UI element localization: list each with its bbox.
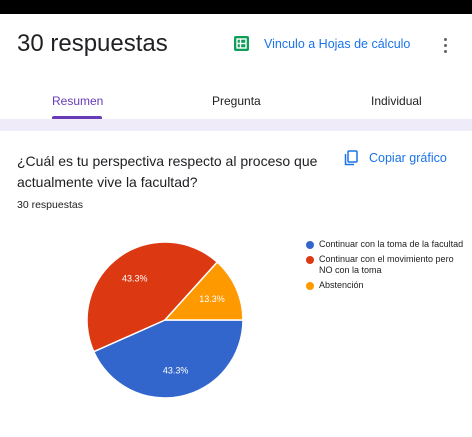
tab-individual[interactable]: Individual bbox=[371, 94, 422, 108]
sheets-link[interactable]: Vinculo a Hojas de cálculo bbox=[264, 37, 411, 51]
legend-swatch bbox=[306, 240, 314, 249]
pie-slice[interactable] bbox=[92, 319, 244, 399]
question-card: ¿Cuál es tu perspectiva respecto al proc… bbox=[0, 131, 472, 437]
legend-label: Continuar con la toma de la facultad bbox=[319, 239, 464, 249]
responses-header: 30 respuestas Vinculo a Hojas de cálculo… bbox=[0, 14, 472, 122]
more-options-icon[interactable] bbox=[441, 36, 451, 54]
slice-label: 13.3% bbox=[199, 294, 225, 304]
copy-chart-button[interactable]: Copiar gráfico bbox=[369, 151, 447, 165]
legend-label: Abstención bbox=[319, 280, 364, 290]
legend-item: Continuar con la toma de la facultad bbox=[306, 239, 466, 250]
legend-item: Abstención bbox=[306, 280, 466, 291]
sheets-icon[interactable] bbox=[234, 36, 249, 51]
pie-chart: 43.3% 43.3% 13.3% bbox=[86, 241, 244, 399]
top-bar bbox=[0, 0, 472, 14]
question-title: ¿Cuál es tu perspectiva respecto al proc… bbox=[17, 153, 318, 190]
response-count: 30 respuestas bbox=[17, 199, 83, 211]
section-divider bbox=[0, 119, 472, 131]
legend-swatch bbox=[306, 281, 314, 290]
legend-swatch bbox=[306, 255, 314, 264]
legend-item: Continuar con el movimiento pero NO con … bbox=[306, 254, 466, 276]
slice-label: 43.3% bbox=[163, 365, 189, 375]
active-tab-indicator bbox=[52, 116, 102, 119]
tab-pregunta[interactable]: Pregunta bbox=[212, 94, 261, 108]
responses-title: 30 respuestas bbox=[17, 30, 168, 57]
tab-resumen[interactable]: Resumen bbox=[52, 94, 104, 108]
slice-label: 43.3% bbox=[122, 273, 148, 283]
pie-slice[interactable] bbox=[163, 261, 244, 321]
pie-slice[interactable] bbox=[86, 241, 219, 353]
chart-legend: Continuar con la toma de la facultad Cont… bbox=[306, 239, 466, 295]
copy-icon[interactable] bbox=[344, 150, 358, 166]
legend-label: Continuar con el movimiento pero NO con … bbox=[319, 254, 454, 275]
